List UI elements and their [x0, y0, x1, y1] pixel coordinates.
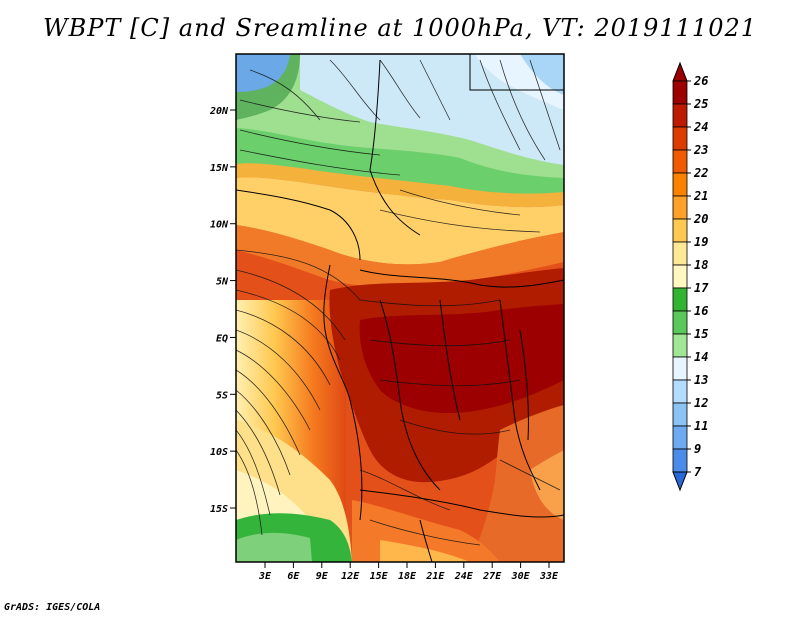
lat-tick-label: 5S — [216, 390, 228, 401]
map-frame — [235, 53, 565, 563]
colorbar-swatch — [672, 310, 688, 335]
lat-tick-label: 10S — [210, 447, 228, 458]
colorbar-label: 19 — [694, 235, 708, 249]
lon-tick-label: 18E — [398, 571, 417, 582]
colorbar-swatch — [672, 425, 688, 450]
colorbar-label: 26 — [693, 74, 708, 88]
colorbar-swatch — [672, 218, 688, 243]
colorbar-bottom-arrow — [672, 471, 688, 492]
colorbar-label: 22 — [693, 166, 708, 180]
colorbar-label: 9 — [694, 442, 701, 456]
lon-tick-label: 30E — [511, 571, 531, 582]
colorbar-label: 14 — [694, 350, 708, 364]
colorbar-label: 17 — [694, 281, 709, 295]
lat-tick-label: 15N — [210, 163, 229, 174]
lon-tick-label: 24E — [454, 571, 474, 582]
colorbar: 26 25 24 23 22 21 20 19 18 17 16 15 14 13 12 11 9 7 — [672, 61, 709, 492]
latitude-axis: 20N 15N 10N 5N EQ 5S 10S 15S — [209, 106, 236, 515]
streamlines — [236, 59, 561, 546]
colorbar-swatch — [672, 149, 688, 174]
lat-tick-label: EQ — [216, 333, 228, 344]
lon-tick-label: 9E — [316, 571, 329, 582]
grads-credit: GrADS: IGES/COLA — [4, 602, 101, 613]
country-borders — [236, 54, 564, 562]
colorbar-swatch — [672, 195, 688, 220]
lon-tick-label: 27E — [482, 571, 502, 582]
colorbar-swatch — [672, 379, 688, 404]
colorbar-swatch — [672, 333, 688, 358]
wbpt-field — [236, 54, 564, 562]
lat-tick-label: 5N — [216, 277, 229, 288]
colorbar-swatch — [672, 448, 688, 473]
colorbar-label: 24 — [693, 120, 708, 134]
colorbar-label: 23 — [693, 143, 708, 157]
lon-tick-label: 12E — [341, 571, 360, 582]
colorbar-top-arrow — [672, 61, 688, 82]
colorbar-label: 20 — [693, 212, 708, 226]
colorbar-swatch — [672, 241, 688, 266]
colorbar-label: 21 — [693, 189, 708, 203]
colorbar-label: 16 — [694, 304, 708, 318]
colorbar-label: 12 — [694, 396, 708, 410]
colorbar-swatch — [672, 172, 688, 197]
colorbar-label: 13 — [694, 373, 708, 387]
colorbar-label: 18 — [694, 258, 708, 272]
colorbar-swatch — [672, 126, 688, 151]
plot-title: WBPT [C] and Sreamline at 1000hPa, VT: 2… — [42, 14, 758, 42]
lon-tick-label: 3E — [258, 571, 272, 582]
lon-tick-label: 15E — [370, 571, 389, 582]
colorbar-label: 11 — [694, 419, 708, 433]
colorbar-swatch — [672, 402, 688, 427]
lat-tick-label: 10N — [210, 220, 229, 231]
colorbar-swatch — [672, 264, 688, 289]
lon-tick-label: 6E — [287, 571, 300, 582]
colorbar-swatch — [672, 80, 688, 105]
colorbar-label: 15 — [694, 327, 708, 341]
lon-tick-label: 21E — [425, 571, 445, 582]
longitude-axis: 3E 6E 9E 12E 15E 18E 21E 24E 27E 30E 33E — [258, 562, 559, 582]
colorbar-label: 7 — [694, 465, 702, 479]
colorbar-swatch — [672, 103, 688, 128]
lat-tick-label: 20N — [209, 106, 229, 117]
colorbar-label: 25 — [693, 97, 708, 111]
lat-tick-label: 15S — [210, 504, 228, 515]
lon-tick-label: 33E — [539, 571, 559, 582]
colorbar-swatch — [672, 356, 688, 381]
colorbar-swatch — [672, 287, 688, 312]
